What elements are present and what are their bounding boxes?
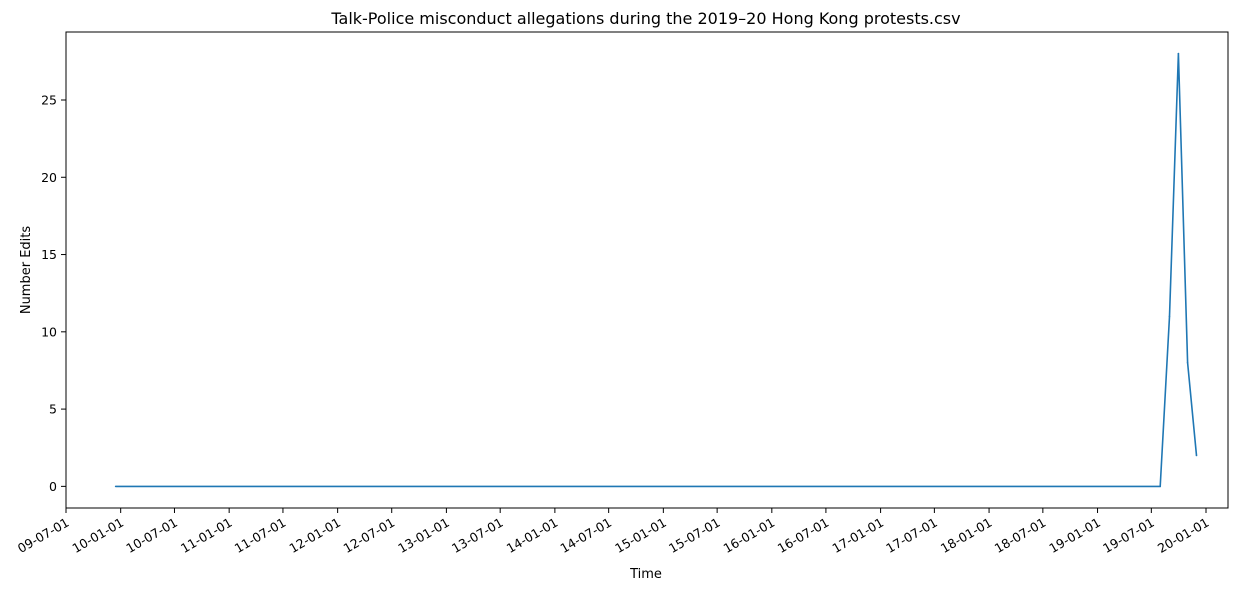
x-tick-label: 14-01-01 [504, 515, 561, 556]
data-point [1177, 52, 1180, 55]
x-axis-label: Time [629, 567, 662, 582]
x-tick-label: 18-07-01 [992, 515, 1049, 556]
x-tick-label: 19-01-01 [1046, 515, 1103, 556]
x-tick-label: 09-07-01 [15, 515, 72, 556]
x-tick-label: 10-07-01 [123, 515, 180, 556]
x-tick-label: 14-07-01 [558, 515, 615, 556]
x-tick-label: 13-01-01 [395, 515, 452, 556]
x-tick-label: 20-01-01 [1155, 515, 1212, 556]
x-tick-label: 16-07-01 [775, 515, 832, 556]
data-point [1195, 454, 1198, 457]
x-axis: 09-07-0110-01-0110-07-0111-01-0111-07-01… [15, 508, 1212, 556]
series-line [115, 52, 1198, 488]
y-tick-label: 25 [41, 93, 57, 108]
chart-title: Talk-Police misconduct allegations durin… [330, 9, 960, 28]
plot-area [114, 52, 1198, 488]
x-tick-label: 13-07-01 [449, 515, 506, 556]
data-point [114, 485, 117, 488]
y-tick-label: 5 [49, 402, 57, 417]
x-tick-label: 17-01-01 [829, 515, 886, 556]
x-tick-label: 18-01-01 [938, 515, 995, 556]
x-tick-label: 11-01-01 [178, 515, 235, 556]
x-tick-label: 16-01-01 [721, 515, 778, 556]
y-tick-label: 10 [41, 324, 57, 339]
x-tick-label: 15-07-01 [666, 515, 723, 556]
plot-frame [65, 31, 1229, 509]
y-axis: 0 5 10 15 20 25 [41, 93, 66, 494]
x-tick-label: 11-07-01 [232, 515, 289, 556]
x-tick-label: 12-01-01 [286, 515, 343, 556]
y-tick-label: 0 [49, 479, 57, 494]
data-point [1186, 361, 1189, 364]
x-tick-label: 19-07-01 [1100, 515, 1157, 556]
data-point [1159, 485, 1162, 488]
y-tick-label: 20 [41, 170, 57, 185]
y-axis-label: Number Edits [19, 226, 34, 315]
x-tick-label: 12-07-01 [341, 515, 398, 556]
x-tick-label: 17-07-01 [883, 515, 940, 556]
y-tick-label: 15 [41, 247, 57, 262]
x-tick-label: 10-01-01 [70, 515, 127, 556]
x-tick-label: 15-01-01 [612, 515, 669, 556]
data-point [1168, 315, 1171, 318]
